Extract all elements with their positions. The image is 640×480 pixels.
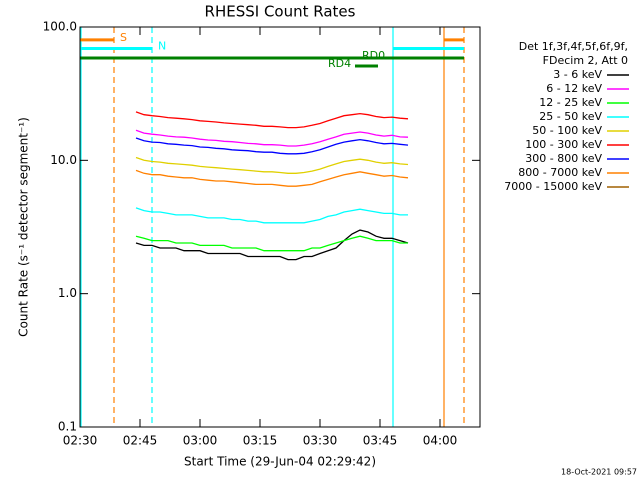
x-tick-label: 04:00 [423,434,458,448]
series-line [135,156,409,174]
legend-label: 12 - 25 keV [539,96,602,109]
x-tick-label: 02:30 [63,434,98,448]
legend-label: 3 - 6 keV [553,68,602,81]
state-label: RD4 [328,57,351,70]
series-line [135,129,409,147]
x-tick-label: 03:45 [363,434,398,448]
state-label: N [158,39,166,52]
state-label: RD0 [362,49,385,62]
series-line [135,111,409,129]
y-axis-label: Count Rate (s⁻¹ detector segment⁻¹) [17,117,31,337]
legend-header: FDecim 2, Att 0 [543,54,628,67]
series-line [135,169,409,187]
legend-label: 300 - 800 keV [525,152,602,165]
legend-label: 25 - 50 keV [539,110,602,123]
x-tick-label: 02:45 [123,434,158,448]
y-tick-label: 100.0 [43,20,77,34]
y-tick-label: 0.1 [58,420,77,434]
legend-label: 7000 - 15000 keV [504,180,602,193]
plot-frame [79,26,481,428]
legend-label: 50 - 100 keV [532,124,602,137]
legend-header: Det 1f,3f,4f,5f,6f,9f, [519,40,628,53]
y-tick-label: 10.0 [50,153,77,167]
y-tick-label: 1.0 [58,286,77,300]
x-tick-label: 03:00 [183,434,218,448]
timestamp: 18-Oct-2021 09:57 [561,468,637,477]
legend-label: 6 - 12 keV [546,82,602,95]
series-line [135,235,408,252]
x-tick-label: 03:15 [243,434,278,448]
series-line [135,207,408,224]
series-line [135,229,409,261]
state-label: S [120,31,127,44]
series-line [135,137,409,155]
chart-title: RHESSI Count Rates [205,3,356,21]
x-axis-label: Start Time (29-Jun-04 02:29:42) [184,455,376,469]
legend-label: 100 - 300 keV [525,138,602,151]
x-tick-label: 03:30 [303,434,338,448]
legend-label: 800 - 7000 keV [518,166,602,179]
